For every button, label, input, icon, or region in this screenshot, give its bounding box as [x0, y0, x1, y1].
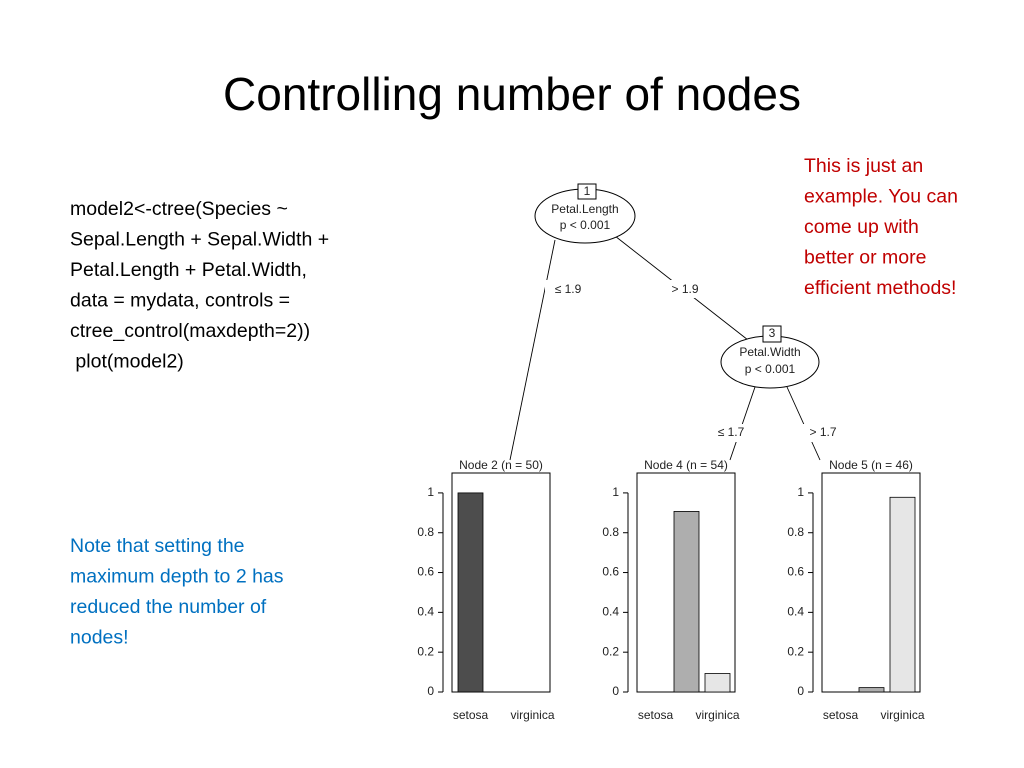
note-line: Note that setting the — [70, 535, 245, 557]
code-line: data = mydata, controls = — [70, 290, 290, 312]
y-tick-label: 0.4 — [417, 605, 434, 619]
node-id-box — [762, 325, 782, 343]
note-line: reduced the number of — [70, 596, 267, 618]
y-tick-label: 1 — [612, 485, 619, 499]
y-tick-label: 1 — [427, 485, 434, 499]
x-tick-label: virginica — [510, 708, 554, 722]
node-id: 3 — [769, 326, 776, 340]
edge-label: ≤ 1.7 — [718, 425, 745, 439]
x-tick-label: setosa — [638, 708, 674, 722]
edge-label-bg — [662, 280, 708, 298]
x-tick-label: setosa — [453, 708, 489, 722]
code-line: plot(model2) — [70, 351, 184, 373]
chart-title: Node 5 (n = 46) — [829, 458, 913, 472]
slide-title: Controlling number of nodes — [223, 68, 801, 120]
note-line: maximum depth to 2 has — [70, 566, 284, 588]
node-variable: Petal.Width — [739, 345, 800, 359]
bar — [457, 492, 484, 693]
y-tick-label: 1 — [797, 485, 804, 499]
code-line: Sepal.Length + Sepal.Width + — [70, 229, 329, 251]
node-id: 1 — [584, 184, 591, 198]
note-line: better or more — [804, 247, 926, 269]
x-tick-label: virginica — [695, 708, 739, 722]
y-tick-label: 0.6 — [417, 565, 434, 579]
y-tick-label: 0.8 — [417, 525, 434, 539]
edge-label: > 1.9 — [671, 282, 698, 296]
code-line: ctree_control(maxdepth=2)) — [70, 320, 310, 342]
code-line: model2<-ctree(Species ~ — [70, 198, 288, 220]
note-line: efficient methods! — [804, 277, 956, 299]
bar — [704, 673, 731, 693]
chart-title: Node 2 (n = 50) — [459, 458, 543, 472]
y-tick-label: 0 — [612, 684, 619, 698]
edge — [786, 386, 821, 461]
bar — [858, 687, 885, 693]
y-tick-label: 0.2 — [417, 644, 434, 658]
y-tick-label: 0 — [797, 684, 804, 698]
y-tick-label: 0.2 — [602, 644, 619, 658]
y-tick-label: 0.2 — [787, 644, 804, 658]
y-tick-label: 0.6 — [787, 565, 804, 579]
edge-label-bg — [800, 424, 846, 442]
x-tick-label: setosa — [823, 708, 859, 722]
node-variable: Petal.Length — [551, 202, 618, 216]
y-tick-label: 0.8 — [787, 525, 804, 539]
node-p: p < 0.001 — [560, 218, 611, 232]
chart-title: Node 4 (n = 54) — [644, 458, 728, 472]
edge — [509, 239, 556, 461]
y-tick-label: 0.4 — [787, 605, 804, 619]
y-tick-label: 0.6 — [602, 565, 619, 579]
y-tick-label: 0.4 — [602, 605, 619, 619]
edge-label: > 1.7 — [809, 425, 836, 439]
edge — [729, 386, 756, 461]
x-tick-label: virginica — [880, 708, 924, 722]
note-line: This is just an — [804, 155, 923, 177]
note-line: nodes! — [70, 627, 129, 649]
node-id-box — [577, 183, 597, 200]
plot-frame — [451, 472, 551, 693]
tree: ≤ 1.9 > 1.9 ≤ 1.7 > 1.7 1 Petal.Length p… — [509, 183, 846, 461]
bar — [889, 496, 916, 693]
node-p: p < 0.001 — [745, 362, 796, 376]
bar — [673, 511, 700, 693]
code-line: Petal.Length + Petal.Width, — [70, 259, 307, 281]
y-tick-label: 0 — [427, 684, 434, 698]
y-tick-label: 0.8 — [602, 525, 619, 539]
note-line: come up with — [804, 216, 919, 238]
note-line: example. You can — [804, 186, 958, 208]
edge-label-bg — [708, 424, 754, 442]
edge-label-bg — [545, 280, 591, 298]
edge-label: ≤ 1.9 — [555, 282, 582, 296]
